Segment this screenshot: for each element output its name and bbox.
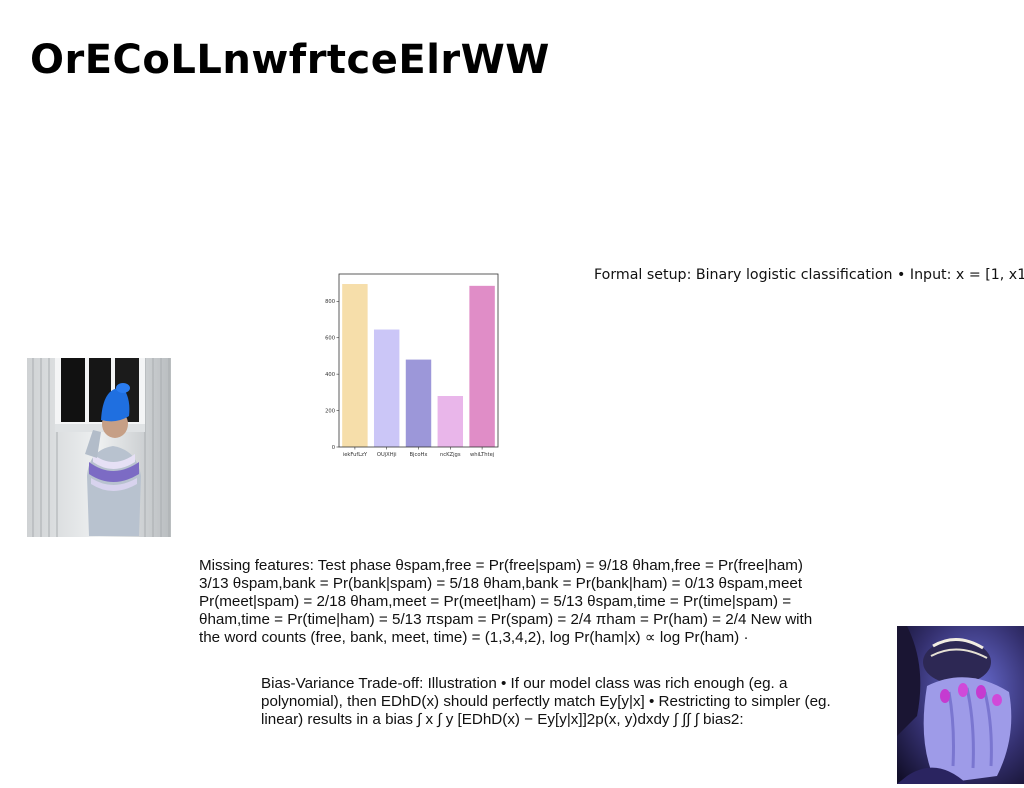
y-tick-label: 800 <box>325 299 335 305</box>
x-tick-label: OUjXHji <box>377 452 397 458</box>
x-tick-label: iekFufLzY <box>343 452 368 458</box>
chart-bar <box>373 329 400 447</box>
y-tick-label: 600 <box>325 336 335 342</box>
x-tick-label: ncKZjgs <box>440 452 461 458</box>
formal-setup-text: Formal setup: Binary logistic classifica… <box>594 267 1024 283</box>
y-tick-label: 0 <box>332 445 335 451</box>
person-window-photo <box>27 358 171 537</box>
bar-chart: iekFufLzY OUjXHji BjcoHx ncKZjgs whiLThtej 0 2… <box>322 266 508 466</box>
bar-chart-svg: iekFufLzY OUjXHji BjcoHx ncKZjgs whiLThtej 0 2… <box>325 273 499 458</box>
chart-axes-frame <box>338 273 499 448</box>
chart-bar <box>405 359 432 447</box>
chart-bar <box>342 284 368 447</box>
chart-bar <box>437 396 464 447</box>
y-tick-label: 400 <box>325 372 335 378</box>
slide-title: OrECoLLnwfrtceElrWW <box>30 37 550 83</box>
hands-face-photo <box>897 626 1024 784</box>
x-tick-label: BjcoHx <box>410 452 428 458</box>
missing-features-text: Missing features: Test phase θspam,free … <box>199 557 813 646</box>
y-tick-label: 200 <box>325 408 335 414</box>
bias-variance-text: Bias-Variance Trade-off: Illustration • … <box>261 675 831 728</box>
x-tick-label: whiLThtej <box>470 452 494 458</box>
chart-bar <box>469 285 495 447</box>
